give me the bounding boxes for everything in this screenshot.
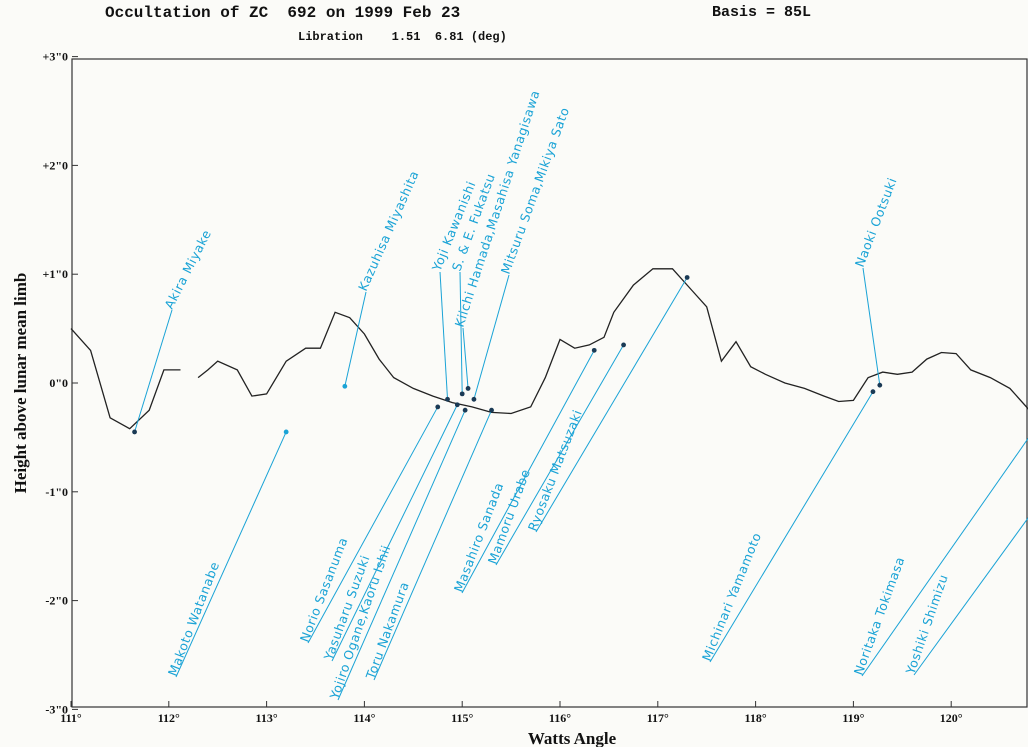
x-tick-label: 114° [353, 711, 375, 725]
observer-leader-line [373, 410, 492, 681]
observer-leader-line [344, 291, 367, 387]
y-tick-label: -1"0 [45, 485, 68, 499]
observer-event-point [445, 396, 450, 402]
chart-title: Occultation of ZC 692 on 1999 Feb 23 [105, 4, 461, 22]
x-tick-label: 117° [647, 711, 669, 725]
observer-leader-line [175, 431, 287, 678]
observer-label: Ryosaku Matsuzaki [525, 407, 585, 533]
y-tick-label: +2"0 [43, 158, 69, 172]
y-tick-label: -2"0 [45, 594, 68, 608]
observer-label: Noritaka Tokimasa [851, 555, 908, 678]
observer-label: Akira Miyake [161, 227, 214, 311]
x-tick-label: 115° [451, 711, 473, 725]
observer-event-point [132, 429, 137, 435]
profile-segment [197, 268, 1028, 415]
y-tick-label: 0"0 [49, 376, 68, 390]
y-tick-label: -3"0 [45, 702, 68, 716]
lunar-limb-profile [70, 268, 1028, 430]
observer-leader-line [134, 309, 173, 433]
observer-leader-line [495, 344, 625, 566]
x-tick-label: 111° [60, 711, 82, 725]
y-tick-label: +1"0 [43, 267, 69, 281]
x-axis-title: Watts Angle [528, 729, 617, 747]
x-tick-label: 116° [549, 711, 571, 725]
observer-label: Makoto Watanabe [165, 559, 223, 678]
observer-leader-line [462, 327, 469, 389]
observer-event-point [465, 386, 471, 391]
observer-leader-line [473, 274, 510, 400]
x-tick-label: 119° [842, 711, 864, 725]
observer-event-point [489, 407, 494, 413]
observer-leader-line [307, 406, 439, 644]
observer-leader-line [461, 350, 595, 594]
x-tick-label: 113° [256, 711, 278, 725]
observer-event-point [459, 391, 465, 397]
observer-leader-line [331, 404, 458, 662]
axes-ticks: 111° 112° 113° 114° 115° 116° 117° 118° 119° 120°… [43, 50, 963, 725]
observer-event-point [283, 429, 289, 435]
y-axis-title: Height above lunar mean limb [11, 273, 30, 494]
observer-leader-line [459, 271, 463, 394]
observer-labels: Akira Miyake Makoto Watanabe Kazuhisa Miya… [161, 88, 951, 702]
observer-leader-line [861, 437, 1028, 677]
observer-event-point [471, 396, 477, 402]
observer-leader-line [913, 517, 1028, 676]
x-tick-label: 118° [745, 711, 767, 725]
observer-event-point [684, 275, 690, 280]
profile-segment [70, 328, 181, 430]
y-tick-label: +3"0 [43, 50, 69, 64]
x-tick-label: 120° [940, 711, 963, 725]
observer-event-point [454, 402, 460, 408]
observer-leader-line [439, 271, 449, 400]
observer-event-point [870, 389, 876, 395]
observer-event-point [462, 407, 468, 413]
observer-event-point [591, 347, 597, 353]
observer-event-point [621, 342, 626, 348]
observer-event-point [877, 382, 883, 388]
observer-leader-line [862, 267, 881, 386]
basis-label: Basis = 85L [712, 4, 812, 21]
observer-label: Yoshiki Shimizu [902, 572, 951, 677]
observer-event-point [435, 404, 441, 410]
observer-leader-line [709, 391, 874, 663]
observer-leader-line [535, 277, 688, 533]
x-tick-label: 112° [158, 711, 180, 725]
libration-label: Libration 1.51 6.81 (deg) [298, 30, 507, 44]
observer-event-point [342, 383, 348, 389]
observer-events [132, 275, 883, 435]
observer-leaders [134, 267, 1028, 701]
observer-leader-line [337, 409, 466, 701]
observer-label: Naoki Ootsuki [852, 175, 900, 269]
observer-label: Michinari Yamamoto [699, 530, 764, 663]
observer-label: Kazuhisa Miyashita [355, 168, 422, 293]
